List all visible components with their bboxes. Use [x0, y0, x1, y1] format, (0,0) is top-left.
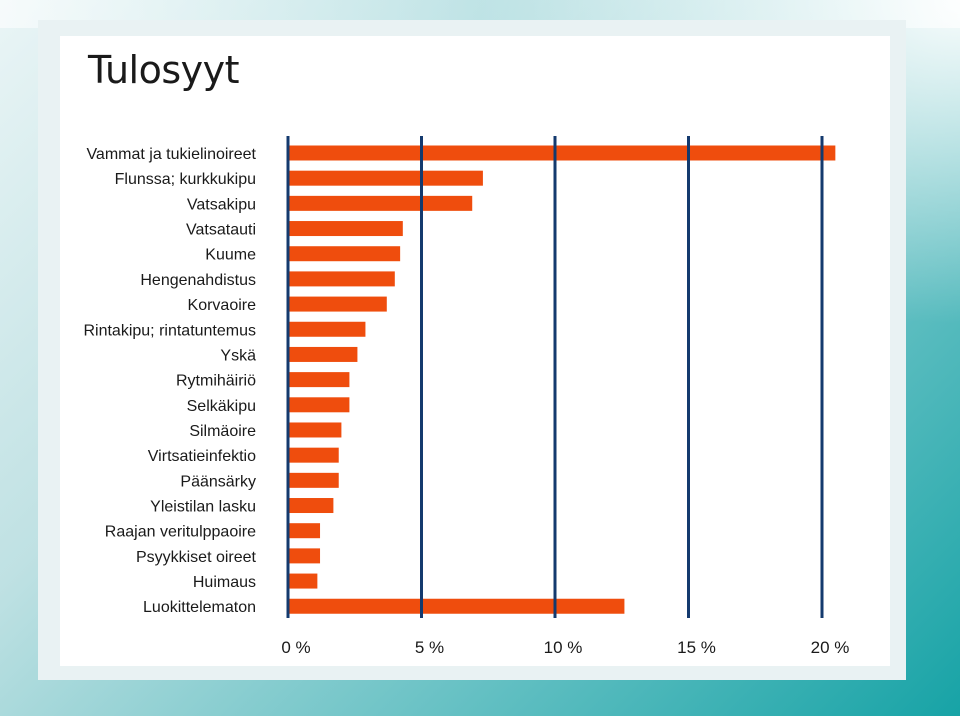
bar	[288, 271, 395, 287]
content-area	[60, 36, 890, 666]
bar	[288, 221, 403, 237]
x-tick-label: 15 %	[677, 638, 716, 657]
x-tick-label: 5 %	[415, 638, 444, 657]
bar	[288, 145, 836, 161]
bar	[288, 472, 339, 488]
x-tick-label: 20 %	[811, 638, 850, 657]
category-label: Korvaoire	[188, 297, 257, 314]
category-label: Flunssa; kurkkukipu	[115, 171, 256, 188]
bar	[288, 548, 321, 564]
category-label: Silmäoire	[189, 423, 256, 440]
x-tick-label: 0 %	[281, 638, 310, 657]
bar	[288, 523, 321, 539]
bar	[288, 296, 387, 312]
category-label: Yskä	[220, 347, 256, 364]
category-label: Virtsatieinfektio	[148, 448, 256, 465]
bar	[288, 246, 401, 262]
bar	[288, 598, 625, 614]
category-label: Kuume	[205, 247, 256, 264]
bar	[288, 170, 483, 186]
category-label: Vammat ja tukielinoireet	[86, 146, 256, 163]
bar	[288, 397, 350, 413]
chart-title: Tulosyyt	[88, 48, 240, 92]
bar	[288, 321, 366, 337]
category-label: Selkäkipu	[187, 398, 256, 415]
bar	[288, 346, 358, 362]
bar	[288, 573, 318, 589]
bar	[288, 422, 342, 438]
category-label: Raajan veritulppaoire	[105, 524, 256, 541]
bar	[288, 447, 339, 463]
category-label: Päänsärky	[180, 473, 256, 490]
category-label: Huimaus	[193, 574, 256, 591]
category-label: Vatsatauti	[186, 222, 256, 239]
x-tick-label: 10 %	[544, 638, 583, 657]
bar	[288, 372, 350, 388]
category-label: Rintakipu; rintatuntemus	[83, 322, 256, 339]
category-label: Psyykkiset oireet	[136, 549, 257, 566]
bar	[288, 195, 473, 211]
category-label: Yleistilan lasku	[150, 499, 256, 516]
category-label: Rytmihäiriö	[176, 373, 256, 390]
category-label: Hengenahdistus	[140, 272, 256, 289]
category-label: Luokittelematon	[143, 599, 256, 616]
category-label: Vatsakipu	[187, 196, 256, 213]
bar	[288, 498, 334, 514]
